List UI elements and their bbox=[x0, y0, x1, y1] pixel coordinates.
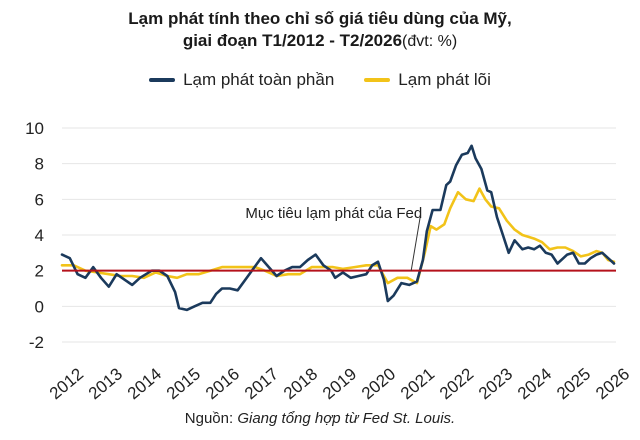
legend: Lạm phát toàn phần Lạm phát lõi bbox=[0, 70, 640, 90]
y-tick-label: 10 bbox=[25, 119, 44, 138]
series-line-core bbox=[60, 187, 616, 285]
legend-label-core: Lạm phát lõi bbox=[398, 70, 491, 89]
x-tick-label: 2015 bbox=[163, 364, 204, 403]
annotation-label: Mục tiêu lạm phát của Fed bbox=[245, 205, 422, 222]
source-note: Nguồn: Giang tổng hợp từ Fed St. Louis. bbox=[0, 410, 640, 427]
x-tick-label: 2016 bbox=[202, 364, 243, 403]
title-line-2: giai đoạn T1/2012 - T2/2026(đvt: %) bbox=[0, 30, 640, 53]
x-tick-label: 2017 bbox=[241, 364, 282, 403]
x-tick-label: 2024 bbox=[514, 364, 555, 403]
legend-item-core: Lạm phát lõi bbox=[364, 70, 491, 90]
y-tick-label: -2 bbox=[29, 333, 44, 352]
source-text: Giang tổng hợp từ Fed St. Louis. bbox=[237, 410, 456, 427]
x-tick-label: 2012 bbox=[46, 364, 87, 403]
x-tick-label: 2023 bbox=[475, 364, 516, 403]
source-prefix: Nguồn: bbox=[184, 410, 234, 427]
chart-title: Lạm phát tính theo chỉ số giá tiêu dùng … bbox=[0, 0, 640, 53]
legend-swatch-headline bbox=[149, 78, 176, 82]
x-tick-label: 2019 bbox=[319, 364, 360, 403]
x-tick-label: 2013 bbox=[85, 364, 126, 403]
x-tick-label: 2025 bbox=[553, 364, 594, 403]
y-tick-label: 8 bbox=[35, 155, 44, 174]
x-tick-label: 2014 bbox=[124, 364, 165, 403]
series-line-headline bbox=[60, 144, 616, 312]
y-tick-label: 4 bbox=[35, 226, 44, 245]
x-tick-label: 2022 bbox=[436, 364, 477, 403]
title-unit: (đvt: %) bbox=[402, 33, 458, 50]
x-tick-label: 2021 bbox=[397, 364, 438, 403]
legend-label-headline: Lạm phát toàn phần bbox=[183, 70, 335, 89]
legend-swatch-core bbox=[364, 78, 391, 82]
title-line-1: Lạm phát tính theo chỉ số giá tiêu dùng … bbox=[128, 9, 512, 28]
y-tick-label: 6 bbox=[35, 190, 44, 209]
legend-item-headline: Lạm phát toàn phần bbox=[149, 70, 334, 90]
x-tick-label: 2018 bbox=[280, 364, 321, 403]
y-tick-label: 2 bbox=[35, 262, 44, 281]
y-tick-label: 0 bbox=[35, 297, 44, 316]
title-line-2-text: giai đoạn T1/2012 - T2/2026 bbox=[182, 31, 403, 50]
x-tick-label: 2026 bbox=[592, 364, 633, 403]
annotation-pointer bbox=[410, 217, 421, 271]
x-tick-label: 2020 bbox=[358, 364, 399, 403]
